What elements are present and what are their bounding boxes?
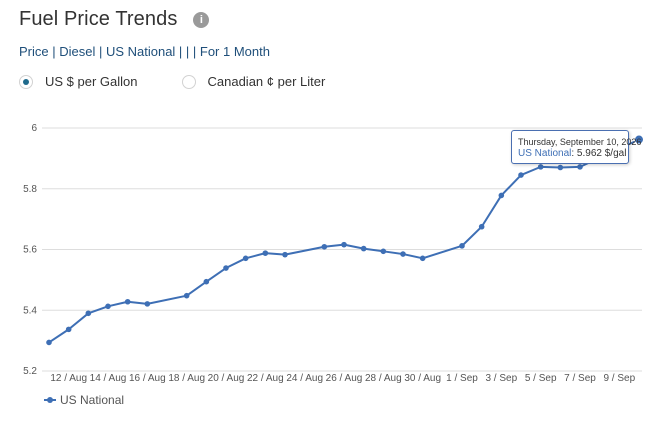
data-point[interactable] — [557, 164, 564, 171]
data-point[interactable] — [242, 255, 249, 262]
chart-grid — [42, 127, 642, 372]
tooltip-line: US National: 5.962 $/gal — [518, 148, 626, 160]
data-point[interactable] — [282, 251, 288, 258]
data-point[interactable] — [380, 248, 387, 255]
data-point[interactable] — [498, 192, 505, 199]
data-point[interactable] — [65, 326, 72, 333]
y-tick-label: 5.2 — [23, 366, 37, 377]
unit-label-canadian-cent-per-liter: Canadian ¢ per Liter — [207, 74, 326, 89]
radio-us-dollar-per-gallon[interactable] — [19, 74, 33, 89]
legend-item-us-national[interactable]: US National — [44, 393, 124, 407]
tooltip: Thursday, September 10, 2026 US National… — [511, 130, 642, 164]
series-line-us-national — [48, 138, 640, 344]
tooltip-separator: : — [571, 148, 577, 159]
data-point[interactable] — [144, 301, 151, 307]
legend-label: US National — [60, 393, 125, 407]
x-tick-label: 26 / Aug — [326, 373, 363, 384]
x-tick-label: 5 / Sep — [525, 373, 557, 384]
data-point[interactable] — [262, 250, 269, 256]
x-tick-label: 24 / Aug — [286, 373, 323, 384]
y-tick-label: 5.4 — [23, 305, 37, 316]
x-tick-label: 12 / Aug — [50, 373, 87, 384]
unit-toggle: US $ per Gallon Canadian ¢ per Liter — [19, 74, 325, 89]
info-icon[interactable]: i — [193, 11, 210, 28]
title-row: Fuel Price Trends i — [19, 8, 210, 31]
tooltip-series: US National — [518, 148, 572, 159]
y-tick-label: 6 — [31, 123, 37, 134]
breadcrumb: Price | Diesel | US National | | | For 1… — [19, 44, 270, 59]
unit-label-us-dollar-per-gallon: US $ per Gallon — [45, 74, 138, 89]
x-tick-label: 22 / Aug — [247, 373, 284, 384]
chart-series-us-national — [46, 134, 644, 346]
data-point[interactable] — [537, 164, 544, 170]
unit-option-us-dollar-per-gallon[interactable]: US $ per Gallon — [19, 74, 138, 89]
data-point[interactable] — [400, 251, 406, 257]
x-tick-label: 28 / Aug — [365, 373, 402, 384]
data-point[interactable] — [203, 278, 210, 285]
data-point[interactable] — [577, 164, 583, 170]
tooltip-date: Thursday, September 10, 2026 — [518, 137, 642, 147]
data-point[interactable] — [183, 292, 190, 299]
x-tick-label: 14 / Aug — [90, 373, 127, 384]
highlighted-data-point[interactable] — [634, 134, 644, 145]
page-title: Fuel Price Trends — [19, 8, 178, 30]
x-tick-label: 20 / Aug — [208, 373, 245, 384]
chart-axes: 5.2 5.4 5.6 5.8 6 12 / Aug 14 / Aug 16 / Aug 18 … — [23, 123, 636, 384]
legend-swatch — [44, 395, 56, 405]
tooltip-value: 5.962 $/gal — [576, 148, 627, 159]
data-point[interactable] — [419, 255, 426, 262]
data-point[interactable] — [46, 339, 52, 346]
x-tick-label: 3 / Sep — [485, 373, 517, 384]
data-point[interactable] — [459, 243, 465, 249]
y-tick-label: 5.8 — [23, 184, 37, 195]
data-point[interactable] — [105, 303, 111, 310]
data-point[interactable] — [341, 241, 347, 248]
data-point[interactable] — [124, 298, 131, 305]
x-tick-label: 7 / Sep — [564, 373, 596, 384]
data-point[interactable] — [360, 245, 367, 252]
data-point[interactable] — [321, 243, 328, 250]
x-tick-label: 9 / Sep — [603, 373, 635, 384]
y-tick-label: 5.6 — [23, 245, 37, 256]
x-tick-label: 18 / Aug — [168, 373, 205, 384]
radio-canadian-cent-per-liter[interactable] — [181, 74, 196, 89]
unit-option-canadian-cent-per-liter[interactable]: Canadian ¢ per Liter — [181, 74, 326, 89]
x-tick-label: 1 / Sep — [446, 373, 478, 384]
data-point[interactable] — [478, 223, 485, 230]
data-point[interactable] — [85, 310, 92, 317]
data-point[interactable] — [518, 172, 524, 178]
x-tick-label: 30 / Aug — [404, 373, 441, 384]
data-point[interactable] — [223, 265, 229, 271]
x-tick-label: 16 / Aug — [129, 373, 166, 384]
